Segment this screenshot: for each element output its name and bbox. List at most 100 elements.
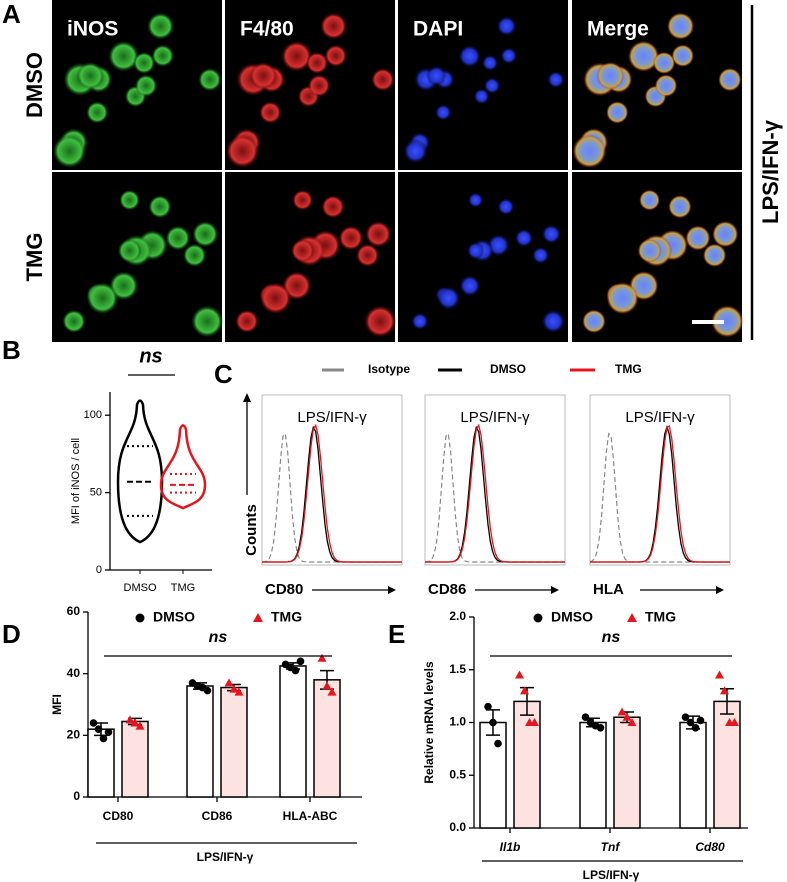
cell [436, 286, 461, 311]
cell [514, 228, 534, 248]
cell [259, 101, 282, 124]
cell [338, 225, 364, 251]
arrow-head [243, 393, 251, 402]
violin [159, 424, 207, 510]
plot-frame [261, 394, 403, 566]
x-tick-label: CD86 [202, 809, 233, 823]
data-point [622, 712, 632, 721]
panel-title: LPS/IFN-γ [460, 409, 530, 426]
data-point [130, 718, 140, 727]
bar [121, 720, 149, 798]
panel-label: E [388, 619, 405, 649]
data-point [581, 713, 590, 722]
cell [712, 221, 739, 248]
data-point [489, 718, 497, 727]
data-point [291, 666, 300, 675]
legend-label: DMSO [153, 609, 195, 625]
cell [402, 138, 429, 164]
cell [192, 221, 219, 248]
x-tick-label: Il1b [500, 840, 521, 854]
y-tick-label: 2.0 [449, 609, 466, 623]
cell [572, 134, 607, 168]
cell [458, 44, 482, 68]
data-point [686, 718, 695, 727]
cell [165, 225, 191, 251]
column-label: Merge [587, 18, 649, 41]
y-tick-label: 1.5 [449, 662, 466, 676]
y-tick-label: 0.0 [449, 820, 466, 834]
cell [320, 12, 348, 40]
data-point [691, 723, 700, 732]
arrow-head [716, 586, 724, 594]
x-axis-label: LPS/IFN-γ [583, 868, 640, 882]
data-point [515, 670, 524, 679]
data-point [715, 670, 724, 679]
cell [365, 221, 392, 248]
y-tick-label: 40 [67, 666, 81, 680]
tmg-curve [425, 423, 565, 563]
legend-marker [533, 613, 543, 623]
y-tick-label: 100 [84, 409, 102, 421]
cell [606, 101, 629, 124]
data-point [89, 719, 98, 727]
legend-label: DMSO [551, 609, 593, 625]
cell [668, 195, 692, 219]
legend-label: Isotype [368, 362, 410, 376]
panel-label: D [2, 619, 21, 649]
data-point [720, 686, 729, 695]
cell [667, 12, 695, 40]
legend-label: TMG [271, 609, 302, 625]
cell [639, 189, 660, 211]
data-point [203, 686, 212, 695]
bar [513, 700, 541, 829]
data-point [530, 718, 539, 726]
data-point [229, 684, 239, 693]
y-tick-label: 0 [96, 564, 102, 576]
cell [496, 15, 517, 37]
legend-label: TMG [645, 609, 676, 625]
cell [371, 67, 395, 92]
bar [279, 665, 307, 798]
data-point [99, 734, 108, 743]
cell [307, 74, 331, 97]
cell [541, 309, 566, 334]
cell [321, 195, 345, 219]
bar [613, 716, 641, 829]
y-tick-label: 1.0 [449, 715, 466, 729]
cell [434, 104, 452, 121]
cell [117, 238, 142, 263]
data-point [730, 718, 739, 726]
tmg-curve [262, 423, 402, 563]
cell [259, 282, 292, 315]
micrograph [572, 0, 742, 170]
data-point [596, 723, 605, 732]
x-axis-label: CD80 [265, 581, 303, 598]
cell [134, 74, 158, 97]
cell [305, 51, 329, 74]
cell [290, 238, 315, 263]
cell [596, 61, 625, 90]
row-label: TMG [22, 233, 47, 282]
bar [579, 721, 607, 829]
panel-title: LPS/IFN-γ [297, 409, 367, 426]
cell [671, 44, 694, 67]
cell [225, 134, 260, 168]
cell [541, 224, 562, 244]
cell [281, 40, 313, 72]
y-axis-label: Counts [243, 504, 260, 556]
data-point [296, 657, 305, 666]
x-tick-label: Cd80 [695, 840, 725, 854]
arrow-head [551, 586, 559, 594]
cell [718, 67, 742, 92]
data-point [627, 718, 637, 726]
cell [235, 309, 259, 333]
bar [679, 721, 707, 829]
significance-label: ns [139, 345, 162, 367]
y-tick-label: 0.5 [449, 767, 466, 781]
violin [116, 399, 164, 544]
arrow-head [388, 586, 396, 594]
cell [198, 67, 222, 92]
x-axis-label: LPS/IFN-γ [197, 850, 254, 864]
data-point [494, 739, 502, 748]
